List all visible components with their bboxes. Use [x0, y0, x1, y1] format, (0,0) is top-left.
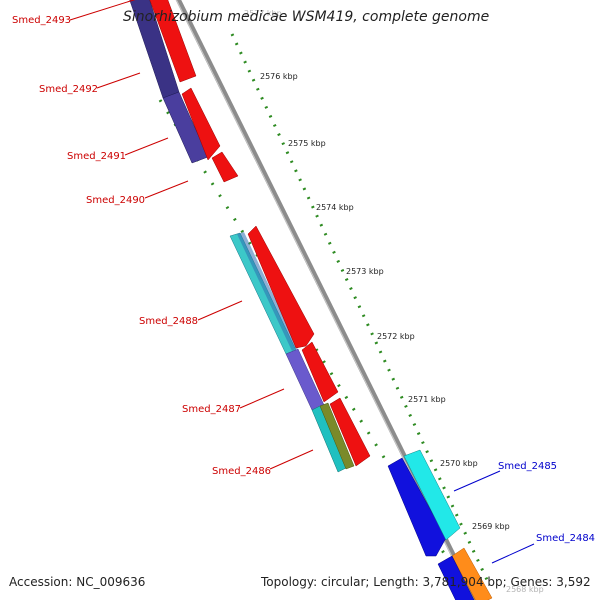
gene-label-smed-2485[interactable]: Smed_2485: [498, 461, 557, 472]
scale-tick-label: 2570 kbp: [440, 459, 478, 468]
gene-label-smed-2493[interactable]: Smed_2493: [12, 15, 71, 26]
leader-smed-2487: [239, 388, 285, 409]
scale-tick-label: 2568 kbp: [506, 585, 544, 594]
leader-smed-2491: [124, 137, 169, 156]
gene-arrow-smed-2485[interactable]: [403, 449, 461, 541]
gene-arrow-smed-2493[interactable]: [148, 0, 197, 83]
leader-smed-2490: [144, 180, 189, 199]
gene-label-smed-2488[interactable]: Smed_2488: [139, 316, 198, 327]
scale-tick-track: [230, 33, 490, 583]
leader-smed-2492: [96, 72, 141, 89]
map-title: Sinorhizobium medicae WSM419, complete g…: [123, 9, 489, 25]
leader-smed-2488: [197, 300, 243, 321]
leader-smed-2493: [69, 0, 136, 21]
gene-arrow-smed-2484-blue[interactable]: [437, 555, 475, 600]
gene-label-smed-2487[interactable]: Smed_2487: [182, 404, 241, 415]
scale-tick-label: 2572 kbp: [377, 332, 415, 341]
leader-smed-2484: [491, 543, 535, 564]
accession-text: Accession: NC_009636: [9, 575, 145, 589]
gene-bar-smed-2488-cog-2[interactable]: [237, 232, 298, 351]
gene-label-smed-2486[interactable]: Smed_2486: [212, 466, 271, 477]
scale-tick-label: 2575 kbp: [288, 139, 326, 148]
topology-summary-text: Topology: circular; Length: 3,781,904 bp…: [260, 575, 591, 589]
scale-tick-label: 2569 kbp: [472, 522, 510, 531]
scale-tick-label: 2574 kbp: [316, 203, 354, 212]
leader-smed-2485: [453, 470, 501, 492]
gene-arrow-smed-2488[interactable]: [247, 225, 315, 349]
gene-arrow-smed-2491[interactable]: [211, 151, 239, 183]
leader-smed-2486: [269, 449, 314, 470]
gene-bar-smed-2486-cog-2[interactable]: [319, 402, 355, 470]
gene-label-smed-2492[interactable]: Smed_2492: [39, 84, 98, 95]
gene-label-smed-2490[interactable]: Smed_2490: [86, 195, 145, 206]
gene-label-smed-2484[interactable]: Smed_2484: [536, 533, 595, 544]
gene-label-smed-2491[interactable]: Smed_2491: [67, 151, 126, 162]
scale-tick-label: 2576 kbp: [260, 72, 298, 81]
scale-tick-label: 2573 kbp: [346, 267, 384, 276]
gene-arrow-smed-2492[interactable]: [181, 87, 221, 161]
gene-label-leaders: [69, 0, 314, 470]
map-body: [129, 0, 493, 600]
gene-arrow-smed-2486[interactable]: [329, 397, 371, 467]
gene-arrow-smed-2484[interactable]: [451, 547, 493, 600]
scale-tick-label: 2571 kbp: [408, 395, 446, 404]
scale-tick-label: 2577 kbp: [244, 9, 282, 18]
gene-arrow-smed-2485-blue[interactable]: [387, 457, 447, 557]
gene-label-leaders-reverse: [453, 470, 535, 564]
gene-arrow-smed-2487[interactable]: [301, 341, 339, 403]
